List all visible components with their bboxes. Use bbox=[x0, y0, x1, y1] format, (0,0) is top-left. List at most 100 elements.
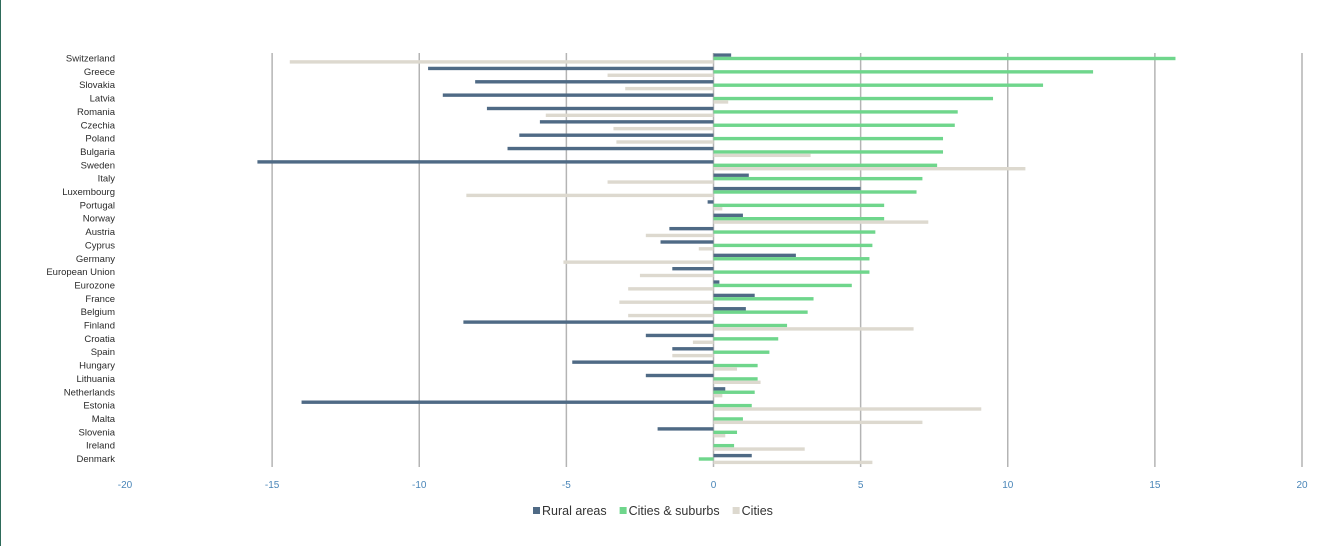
bar-cities bbox=[619, 300, 714, 304]
category-label: Eurozone bbox=[74, 280, 115, 291]
bar-cities bbox=[713, 207, 723, 211]
bar-rural-areas bbox=[539, 120, 714, 124]
category-label: Netherlands bbox=[64, 387, 115, 398]
bar-rural-areas bbox=[519, 133, 714, 137]
x-tick-label: 15 bbox=[1149, 480, 1161, 491]
bar-cities-suburbs bbox=[713, 350, 770, 354]
bar-cities-suburbs bbox=[713, 283, 852, 288]
bar-rural-areas bbox=[507, 146, 714, 151]
bar-cities bbox=[289, 60, 714, 64]
bar-cities bbox=[713, 380, 761, 384]
bar-rural-areas bbox=[645, 373, 714, 378]
bar-cities bbox=[607, 180, 714, 184]
bar-cities bbox=[607, 73, 714, 77]
bar-rural-areas bbox=[257, 160, 714, 164]
category-label: Estonia bbox=[83, 401, 115, 412]
bar-cities bbox=[563, 260, 714, 264]
legend-label: Rural areas bbox=[542, 504, 607, 518]
bar-rural-areas bbox=[672, 267, 714, 271]
x-tick-label: -10 bbox=[412, 480, 427, 491]
x-tick-labels: -20 -15 -10 -5 0 5 10 15 20 bbox=[118, 480, 1308, 491]
bar-cities-suburbs bbox=[698, 457, 714, 461]
bar-rural-areas bbox=[672, 347, 714, 351]
bar-cities-suburbs bbox=[713, 217, 885, 221]
legend-swatch bbox=[732, 507, 740, 514]
bar-rural-areas bbox=[486, 106, 714, 111]
bar-rural-areas bbox=[713, 53, 732, 57]
bar-cities bbox=[713, 407, 982, 411]
bar-cities bbox=[628, 287, 714, 291]
bar-cities-suburbs bbox=[713, 377, 758, 381]
bar-cities-suburbs bbox=[713, 176, 923, 181]
category-label: Spain bbox=[91, 347, 115, 358]
bar-cities-suburbs bbox=[713, 443, 735, 448]
category-label: Italy bbox=[98, 174, 116, 185]
bar-rural-areas bbox=[301, 400, 714, 404]
bar-rural-areas bbox=[669, 226, 714, 231]
bar-rural-areas bbox=[572, 360, 714, 364]
category-label: Norway bbox=[83, 214, 115, 225]
bar-cities-suburbs bbox=[713, 230, 876, 234]
category-label: Switzerland bbox=[66, 54, 115, 65]
bar-cities bbox=[628, 313, 714, 318]
category-label: European Union bbox=[46, 267, 115, 278]
category-label: Croatia bbox=[84, 334, 115, 345]
bar-cities bbox=[713, 434, 726, 438]
bar-cities bbox=[713, 447, 805, 451]
bar-cities-suburbs bbox=[713, 150, 944, 154]
bar-cities-suburbs bbox=[713, 363, 758, 368]
bar-rural-areas bbox=[713, 280, 720, 284]
legend-swatch bbox=[619, 507, 627, 514]
x-tick-label: -15 bbox=[265, 480, 280, 491]
bar-cities bbox=[713, 167, 1026, 171]
bar-rural-areas bbox=[713, 307, 746, 311]
bar-rural-areas bbox=[713, 387, 726, 391]
bar-cities-suburbs bbox=[713, 123, 955, 127]
bar-cities-suburbs bbox=[713, 257, 870, 261]
legend-label: Cities bbox=[742, 504, 773, 518]
bar-cities bbox=[625, 86, 714, 91]
category-label: Hungary bbox=[79, 361, 115, 372]
bar-rural-areas bbox=[657, 427, 714, 431]
category-label: Czechia bbox=[81, 120, 116, 131]
x-tick-label: -5 bbox=[562, 480, 571, 491]
category-label: Bulgaria bbox=[80, 147, 116, 158]
bar-rural-areas bbox=[713, 213, 743, 217]
bar-cities-suburbs bbox=[713, 190, 917, 194]
bar-cities bbox=[713, 420, 923, 425]
bar-rural-areas bbox=[707, 200, 714, 204]
bar-cities bbox=[713, 100, 729, 104]
bar-cities bbox=[616, 140, 714, 144]
category-label: Latvia bbox=[90, 94, 116, 105]
bar-rural-areas bbox=[428, 66, 714, 71]
bar-cities bbox=[639, 273, 714, 278]
bar-cities bbox=[466, 193, 714, 198]
category-label: Greece bbox=[84, 67, 115, 78]
bar-cities-suburbs bbox=[713, 56, 1176, 61]
x-tick-label: 20 bbox=[1296, 480, 1308, 491]
legend-label: Cities & suburbs bbox=[629, 504, 720, 518]
bar-cities bbox=[698, 247, 714, 251]
category-label: Ireland bbox=[86, 441, 115, 452]
bar-cities-suburbs bbox=[713, 243, 873, 248]
x-tick-label: 0 bbox=[711, 480, 717, 491]
category-label: Germany bbox=[76, 254, 115, 265]
category-label: Finland bbox=[84, 321, 115, 332]
bar-cities bbox=[713, 153, 811, 158]
bars bbox=[257, 53, 1176, 465]
category-label: Slovakia bbox=[79, 80, 116, 91]
bar-rural-areas bbox=[475, 80, 714, 84]
bar-rural-areas bbox=[713, 293, 755, 298]
bar-rural-areas bbox=[713, 453, 752, 458]
bar-cities-suburbs bbox=[713, 136, 944, 141]
category-label: Malta bbox=[92, 414, 116, 425]
bar-cities bbox=[713, 460, 873, 465]
category-label: Belgium bbox=[81, 307, 115, 318]
bar-cities-suburbs bbox=[713, 417, 743, 421]
bar-cities-suburbs bbox=[713, 163, 938, 167]
bar-cities bbox=[713, 393, 723, 398]
bar-cities-suburbs bbox=[713, 390, 755, 394]
category-labels: Switzerland Greece Slovakia Latvia Romania Cz… bbox=[46, 54, 115, 466]
category-label: Sweden bbox=[81, 160, 115, 171]
